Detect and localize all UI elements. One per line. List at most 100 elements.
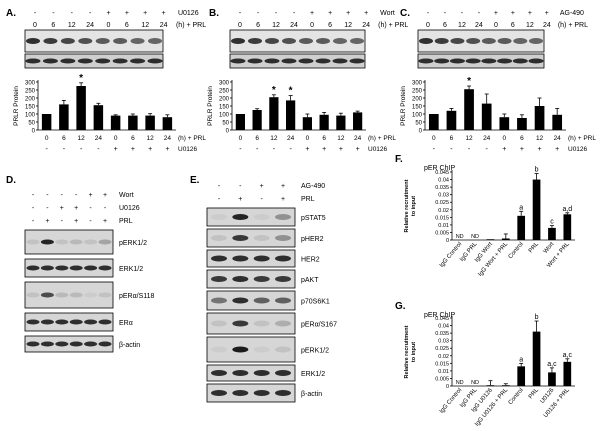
panel-C-header-time: 12 <box>526 22 534 29</box>
panel-D-sign: + <box>45 218 49 225</box>
panel-D-sign: - <box>89 205 92 212</box>
panel-E-sign: + <box>281 196 285 203</box>
panel-D-blot-band <box>55 341 69 347</box>
panel-A-header-time: 0 <box>33 22 37 29</box>
panel-C-treatment: U0126 <box>568 146 588 153</box>
panel-D-sign: - <box>32 218 35 225</box>
panel-C-header-sign: + <box>494 10 498 17</box>
panel-F-bar <box>486 239 495 240</box>
panel-C-header-sign: - <box>461 10 464 17</box>
panel-C-header-time: 24 <box>543 22 551 29</box>
panel-B-bar <box>319 114 329 130</box>
panel-C-blot-prlr-frame <box>417 29 545 53</box>
panel-E-blot-band <box>211 370 227 376</box>
panel-B-xtick-label: 0 <box>306 135 310 142</box>
panel-E-band-label: β-actin <box>301 391 322 398</box>
panel-B-ylabel: PRLR Protein <box>207 86 214 126</box>
panel-C-blot-prlr-band <box>497 38 512 44</box>
panel-E-blot-frame <box>206 383 296 403</box>
panel-B-bar <box>336 115 346 130</box>
panel-G-ylabel-line2: to input <box>411 342 417 362</box>
panel-G-bar <box>517 366 526 386</box>
panel-E-sign: - <box>218 183 221 190</box>
panel-F-ytick-label: 0.02 <box>438 208 449 214</box>
panel-E-blot-frame <box>206 312 296 335</box>
panel-C-blot-actin-band <box>481 58 497 64</box>
panel-E-sign: - <box>218 196 221 203</box>
panel-B-ytick-label: 200 <box>219 96 230 102</box>
panel-A-xtick-label: 0 <box>114 135 118 142</box>
panel-A-header-time: 6 <box>125 22 129 29</box>
panel-G-ytick-label: 0.015 <box>435 361 449 367</box>
panel-C-sign: + <box>538 146 542 153</box>
panel-D-band-label: β-actin <box>119 342 140 349</box>
panel-B-bar <box>286 100 296 130</box>
panel-B-xtick-label: 12 <box>270 135 278 142</box>
panel-D-blot-band <box>40 292 54 298</box>
panel-C-header-sign: - <box>444 10 447 17</box>
panel-D-band-label: ERK1/2 <box>119 266 143 273</box>
panel-F-bar <box>517 215 526 240</box>
panel-B-header-time: 24 <box>290 22 298 29</box>
panel-B-ytick-label: 250 <box>219 88 230 94</box>
panel-A-ytick-label: 100 <box>25 112 36 118</box>
panel-A-header-time: 6 <box>51 22 55 29</box>
panel-B-xtick-label: 6 <box>255 135 259 142</box>
panel-E-blot-band <box>232 255 249 262</box>
panel-A-header-time: 24 <box>160 22 168 29</box>
panel-A-sign: - <box>80 146 83 153</box>
panel-A-ytick-label: 200 <box>25 96 36 102</box>
panel-A-header-time: 12 <box>141 22 149 29</box>
panel-A-sign: + <box>148 146 152 153</box>
panel-B-star: * <box>289 86 293 97</box>
panel-B-ytick-label: 100 <box>219 112 230 118</box>
panel-C-header-time: 24 <box>475 22 483 29</box>
panel-F-ylabel-line2: to input <box>411 196 417 216</box>
panel-D-blot-band <box>40 265 54 271</box>
panel-C-xtick-label: 12 <box>465 135 473 142</box>
panel-C-header-sign: - <box>427 10 430 17</box>
panel-C-blot-actin-band <box>449 58 465 64</box>
panel-E-blot-band <box>253 235 270 241</box>
panel-B-blot-prlr-band <box>231 38 245 44</box>
panel-E-blot-frame <box>206 207 296 227</box>
panel-C-xtick-label: 24 <box>554 135 562 142</box>
panel-C-blot-actin-band <box>434 58 450 64</box>
panel-D-sign: + <box>103 218 107 225</box>
panel-B-sign: - <box>289 146 292 153</box>
panel-A-star: * <box>79 73 83 84</box>
panel-E-blot-band <box>232 214 249 220</box>
panel-D-blot-band <box>55 265 69 271</box>
panel-A-bar <box>128 115 138 130</box>
panel-E-letter: E. <box>190 175 200 186</box>
panel-A-header-time: 12 <box>68 22 76 29</box>
panel-F-category-label: IgG Control <box>439 241 463 268</box>
panel-B-blot-prlr-frame <box>229 29 366 53</box>
panel-E-blot-band <box>232 276 249 282</box>
panel-D-blot-band <box>98 292 112 298</box>
panel-A-xtick-label: 12 <box>147 135 155 142</box>
panel-C-sign: - <box>486 146 489 153</box>
panel-B-header-time: 6 <box>256 22 260 29</box>
panel-D-blot-band <box>69 239 83 245</box>
panel-F-bar <box>501 238 510 240</box>
panel-G-ytick-label: 0 <box>446 384 449 390</box>
panel-D-blot-frame <box>24 258 114 278</box>
panel-D-blot-band <box>26 319 40 325</box>
panel-B-xtick-label: 12 <box>337 135 345 142</box>
panel-E-condition-label: AG-490 <box>301 183 325 190</box>
panel-C-ytick-label: 250 <box>412 88 423 94</box>
panel-C-letter: C. <box>400 8 410 19</box>
panel-E-sign: + <box>260 183 264 190</box>
panel-G-ytick-label: 0.04 <box>438 324 449 330</box>
panel-D-blot-band <box>69 341 83 347</box>
panel-A-header-sign: - <box>52 10 55 17</box>
panel-E-blot-band <box>253 255 270 262</box>
panel-E-blot-band <box>232 297 249 304</box>
panel-C-xtick-label: 12 <box>536 135 544 142</box>
panel-G-ytick-label: 0.005 <box>435 376 449 382</box>
panel-C-sign: - <box>450 146 453 153</box>
panel-F-bar-label: b <box>535 167 539 174</box>
